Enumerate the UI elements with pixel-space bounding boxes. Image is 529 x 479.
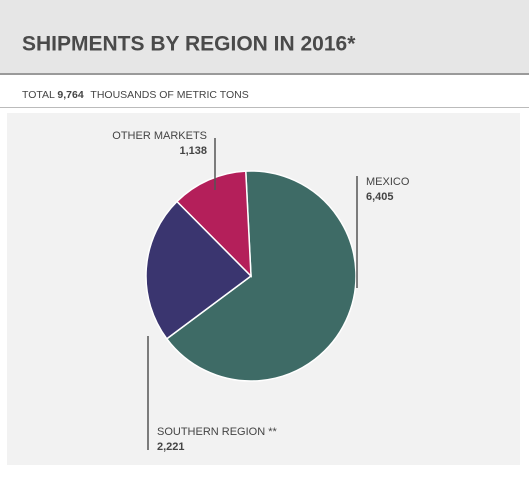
slice-value: 1,138: [179, 145, 207, 157]
total-label: TOTAL: [22, 89, 55, 101]
slice-label: OTHER MARKETS: [112, 130, 207, 142]
pie-slice: [165, 170, 357, 382]
header-rule: [0, 73, 529, 75]
subtitle-rule: [0, 107, 529, 108]
unit: THOUSANDS OF METRIC TONS: [90, 89, 248, 101]
pie-slice: [145, 200, 253, 340]
subtitle: TOTAL 9,764 THOUSANDS OF METRIC TONS: [22, 89, 249, 101]
pie-slice: [175, 170, 252, 278]
total-value: 9,764: [57, 89, 83, 101]
header-band: [0, 0, 529, 74]
slice-value: 6,405: [366, 191, 394, 203]
chart-title: SHIPMENTS BY REGION IN 2016*: [22, 33, 356, 56]
slice-value: 2,221: [157, 441, 185, 453]
slice-label: SOUTHERN REGION **: [157, 426, 278, 438]
slice-label: MEXICO: [366, 176, 410, 188]
